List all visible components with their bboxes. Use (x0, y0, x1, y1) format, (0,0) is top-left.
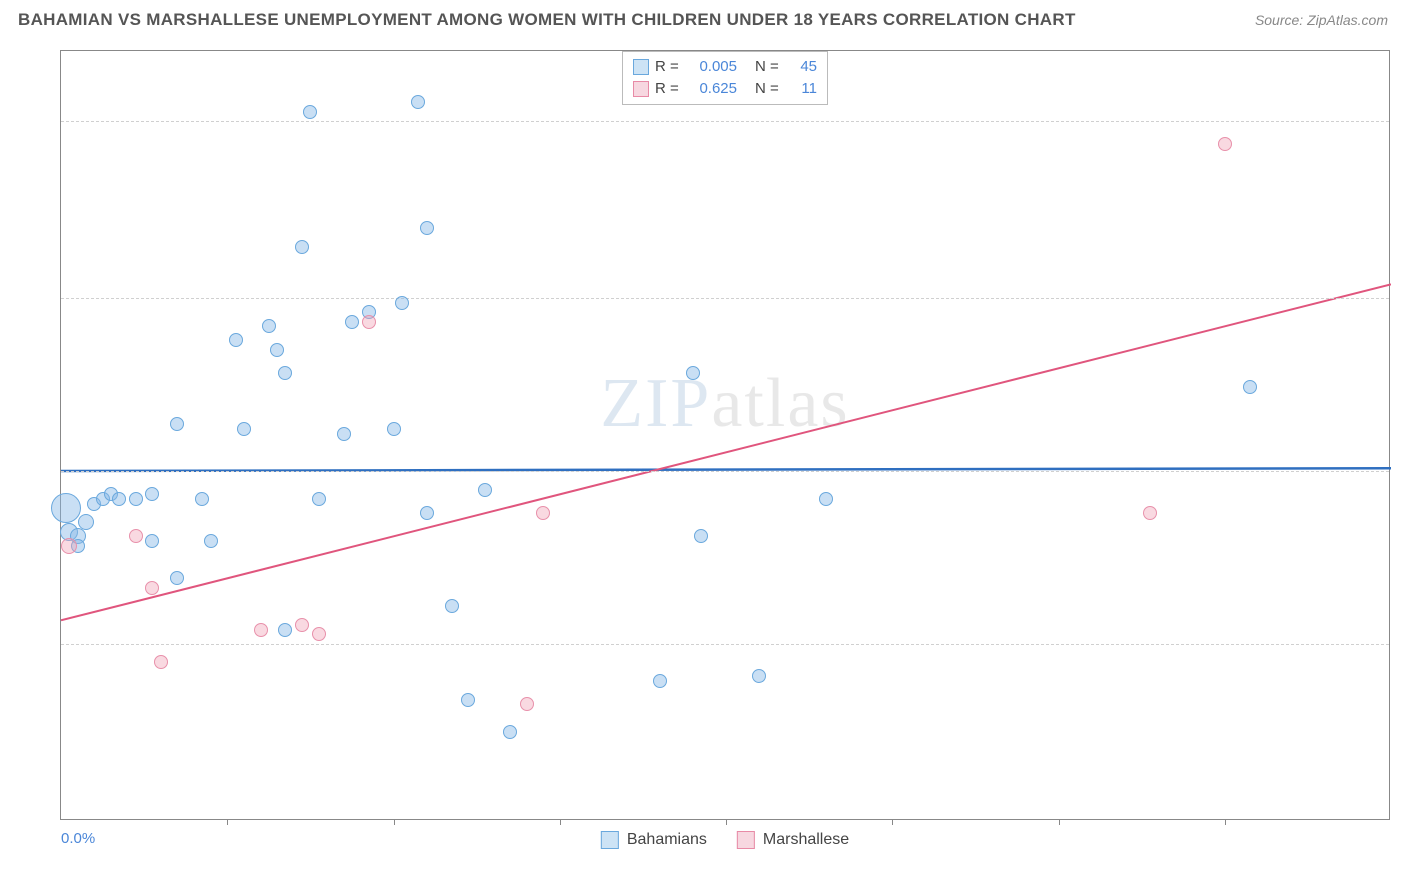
legend-label-bahamians: Bahamians (627, 831, 707, 848)
series-legend: Bahamians Marshallese (601, 831, 849, 849)
legend-row-marshallese: R = 0.625 N = 11 (633, 78, 817, 100)
x-tick (1225, 819, 1226, 825)
r-value-marshallese: 0.625 (689, 78, 737, 100)
data-point-bahamians (170, 571, 184, 585)
correlation-legend: R = 0.005 N = 45 R = 0.625 N = 11 (622, 51, 828, 105)
data-point-marshallese (362, 315, 376, 329)
data-point-bahamians (653, 674, 667, 688)
data-point-bahamians (819, 492, 833, 506)
data-point-bahamians (420, 221, 434, 235)
chart-title: BAHAMIAN VS MARSHALLESE UNEMPLOYMENT AMO… (18, 10, 1076, 30)
x-tick-label: 8.0% (1394, 830, 1406, 847)
swatch-bahamians-icon (601, 831, 619, 849)
r-value-bahamians: 0.005 (689, 56, 737, 78)
data-point-bahamians (51, 493, 81, 523)
n-label: N = (755, 78, 783, 100)
data-point-marshallese (295, 618, 309, 632)
data-point-bahamians (345, 315, 359, 329)
data-point-marshallese (129, 529, 143, 543)
x-tick (726, 819, 727, 825)
data-point-marshallese (1143, 506, 1157, 520)
swatch-marshallese-icon (633, 81, 649, 97)
data-point-bahamians (461, 693, 475, 707)
gridline (61, 121, 1389, 122)
data-point-bahamians (686, 366, 700, 380)
data-point-bahamians (262, 319, 276, 333)
x-tick (1059, 819, 1060, 825)
x-tick (227, 819, 228, 825)
data-point-marshallese (254, 623, 268, 637)
trend-lines (61, 51, 1391, 821)
watermark: ZIPatlas (600, 364, 849, 444)
data-point-bahamians (478, 483, 492, 497)
x-tick (892, 819, 893, 825)
data-point-bahamians (312, 492, 326, 506)
chart-header: BAHAMIAN VS MARSHALLESE UNEMPLOYMENT AMO… (18, 10, 1388, 30)
data-point-bahamians (387, 422, 401, 436)
source-attribution: Source: ZipAtlas.com (1255, 12, 1388, 28)
n-value-marshallese: 11 (789, 78, 817, 100)
x-tick (394, 819, 395, 825)
swatch-marshallese-icon (737, 831, 755, 849)
legend-item-bahamians: Bahamians (601, 831, 707, 849)
r-label: R = (655, 78, 683, 100)
data-point-bahamians (503, 725, 517, 739)
data-point-bahamians (395, 296, 409, 310)
legend-row-bahamians: R = 0.005 N = 45 (633, 56, 817, 78)
legend-item-marshallese: Marshallese (737, 831, 849, 849)
data-point-bahamians (278, 623, 292, 637)
data-point-marshallese (536, 506, 550, 520)
data-point-bahamians (195, 492, 209, 506)
data-point-marshallese (145, 581, 159, 595)
n-value-bahamians: 45 (789, 56, 817, 78)
y-tick-label: 15.0% (1394, 113, 1406, 130)
data-point-bahamians (229, 333, 243, 347)
y-tick-label: 3.8% (1394, 635, 1406, 652)
data-point-bahamians (278, 366, 292, 380)
data-point-bahamians (237, 422, 251, 436)
data-point-bahamians (411, 95, 425, 109)
y-tick-label: 11.2% (1394, 290, 1406, 307)
x-tick-label: 0.0% (61, 830, 95, 847)
data-point-bahamians (78, 514, 94, 530)
data-point-bahamians (112, 492, 126, 506)
data-point-marshallese (61, 538, 77, 554)
data-point-marshallese (1218, 137, 1232, 151)
data-point-bahamians (752, 669, 766, 683)
data-point-bahamians (445, 599, 459, 613)
legend-label-marshallese: Marshallese (763, 831, 849, 848)
data-point-bahamians (694, 529, 708, 543)
r-label: R = (655, 56, 683, 78)
data-point-marshallese (154, 655, 168, 669)
data-point-bahamians (295, 240, 309, 254)
data-point-marshallese (312, 627, 326, 641)
data-point-bahamians (145, 534, 159, 548)
x-tick (560, 819, 561, 825)
scatter-plot-area: ZIPatlas R = 0.005 N = 45 R = 0.625 N = … (60, 50, 1390, 820)
gridline (61, 298, 1389, 299)
data-point-bahamians (145, 487, 159, 501)
gridline (61, 644, 1389, 645)
data-point-bahamians (1243, 380, 1257, 394)
data-point-bahamians (303, 105, 317, 119)
data-point-bahamians (270, 343, 284, 357)
watermark-atlas: atlas (711, 365, 849, 442)
trend-line-marshallese (61, 284, 1391, 620)
y-tick-label: 7.5% (1394, 463, 1406, 480)
data-point-bahamians (337, 427, 351, 441)
data-point-bahamians (129, 492, 143, 506)
data-point-marshallese (520, 697, 534, 711)
gridline (61, 471, 1389, 472)
swatch-bahamians-icon (633, 59, 649, 75)
n-label: N = (755, 56, 783, 78)
data-point-bahamians (204, 534, 218, 548)
data-point-bahamians (420, 506, 434, 520)
data-point-bahamians (170, 417, 184, 431)
